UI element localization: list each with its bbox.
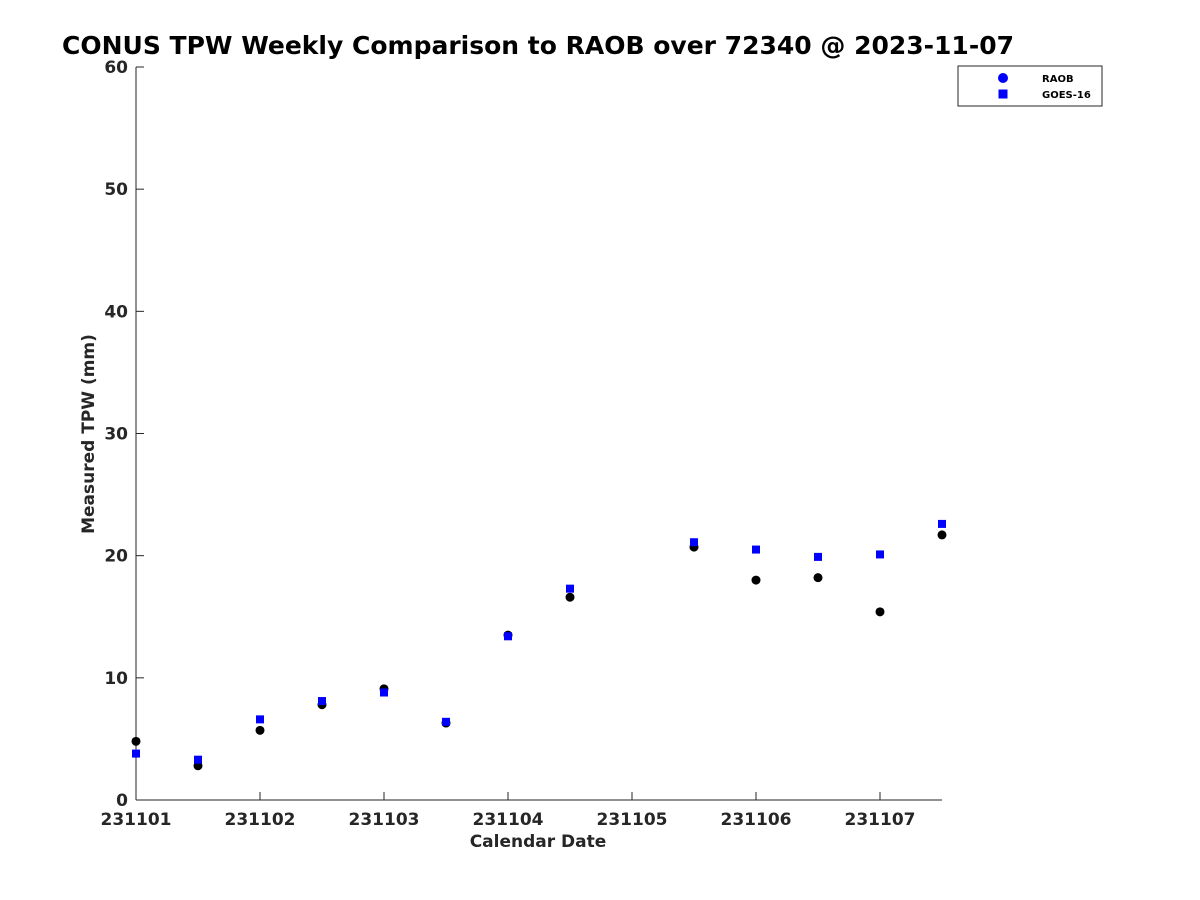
- x-tick-label: 231104: [473, 810, 544, 830]
- legend-label-goes-16: GOES-16: [1042, 90, 1091, 101]
- raob-point: [751, 575, 761, 585]
- x-tick-label: 231106: [721, 810, 792, 830]
- goes-16-point: [442, 717, 450, 726]
- y-tick-label: 0: [116, 791, 128, 811]
- y-tick-label: 20: [104, 547, 128, 567]
- x-tick-label: 231105: [597, 810, 668, 830]
- goes-16-point: [256, 715, 264, 724]
- legend: RAOB GOES-16: [957, 65, 1103, 107]
- x-axis-label: Calendar Date: [470, 832, 607, 852]
- goes-16-point: [752, 545, 760, 554]
- raob-point: [937, 530, 947, 540]
- plot-axes: [135, 67, 942, 801]
- chart-title: CONUS TPW Weekly Comparison to RAOB over…: [62, 31, 1014, 60]
- y-tick-label: 60: [104, 58, 128, 78]
- goes-16-point: [380, 688, 388, 697]
- goes-16-point: [690, 538, 698, 547]
- goes-16-point: [876, 550, 884, 559]
- x-tick-label: 231101: [101, 810, 172, 830]
- y-tick-label: 50: [104, 180, 128, 200]
- y-ticks: 0 10 20 30 40 50 60: [104, 58, 144, 811]
- series-raob: [131, 530, 947, 771]
- goes-16-point: [194, 755, 202, 764]
- legend-marker-raob: [998, 73, 1008, 83]
- goes-16-point: [566, 584, 574, 593]
- raob-point: [255, 725, 265, 735]
- y-tick-label: 10: [104, 669, 128, 689]
- series-goes-16: [132, 519, 946, 764]
- raob-point: [131, 736, 141, 746]
- x-tick-label: 231107: [845, 810, 916, 830]
- y-tick-label: 30: [104, 425, 128, 445]
- goes-16-point: [318, 697, 326, 706]
- x-ticks: 231101 231102 231103 231104 231105 231106 2311…: [101, 792, 916, 830]
- raob-point: [565, 592, 575, 602]
- y-axis-label: Measured TPW (mm): [79, 334, 99, 534]
- legend-marker-goes-16: [998, 89, 1008, 99]
- x-tick-label: 231103: [349, 810, 420, 830]
- goes-16-point: [132, 749, 140, 758]
- x-tick-label: 231102: [225, 810, 296, 830]
- goes-16-point: [938, 519, 946, 528]
- goes-16-point: [504, 632, 512, 641]
- goes-16-point: [814, 552, 822, 561]
- raob-point: [875, 607, 885, 617]
- legend-box: [957, 65, 1103, 107]
- legend-label-raob: RAOB: [1042, 74, 1074, 85]
- raob-point: [813, 573, 823, 583]
- y-tick-label: 40: [104, 302, 128, 322]
